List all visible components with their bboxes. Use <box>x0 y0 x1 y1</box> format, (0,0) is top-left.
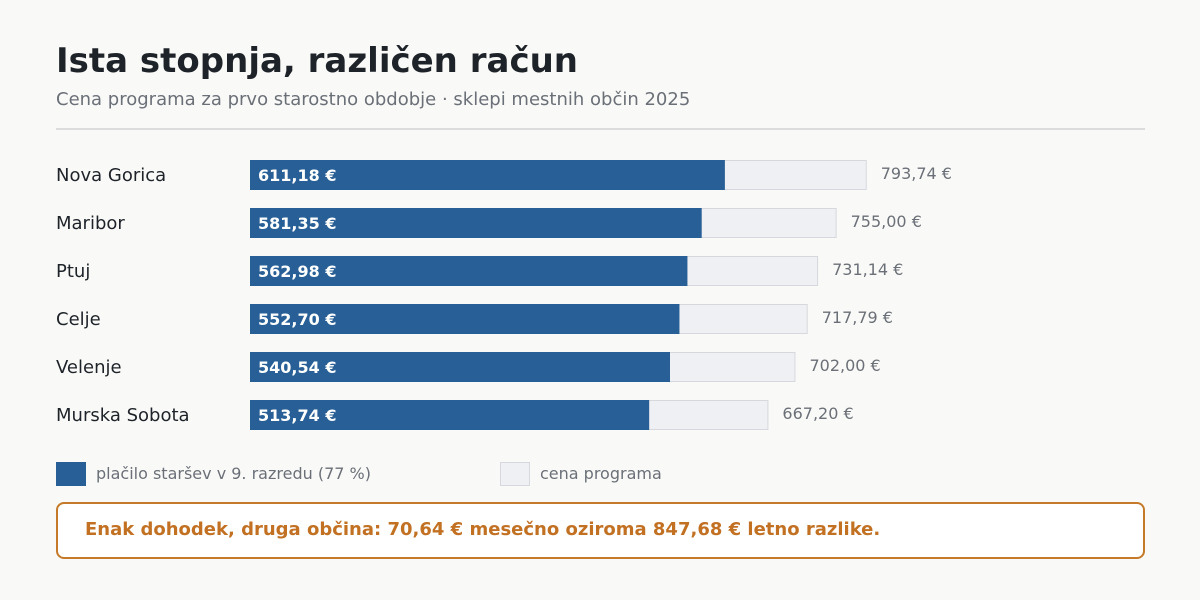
category-label: Ptuj <box>56 261 90 282</box>
legend-swatch-paid <box>56 462 86 486</box>
category-label: Murska Sobota <box>56 405 190 426</box>
paid-value-label: 581,35 € <box>258 214 336 233</box>
paid-value-label: 552,70 € <box>258 310 336 329</box>
paid-bar <box>250 208 702 238</box>
legend-swatch-price <box>500 462 530 486</box>
header-divider <box>56 128 1145 130</box>
paid-bar <box>250 160 725 190</box>
paid-bar <box>250 304 680 334</box>
callout-text: Enak dohodek, druga občina: 70,64 € mese… <box>85 519 881 540</box>
category-label: Celje <box>56 309 101 330</box>
price-value-label: 667,20 € <box>782 404 853 423</box>
chart-title: Ista stopnja, različen račun <box>56 41 579 81</box>
paid-value-label: 540,54 € <box>258 358 336 377</box>
paid-value-label: 562,98 € <box>258 262 336 281</box>
category-label: Nova Gorica <box>56 165 166 186</box>
paid-bar <box>250 352 670 382</box>
price-value-label: 793,74 € <box>881 164 952 183</box>
paid-bar <box>250 256 688 286</box>
price-value-label: 755,00 € <box>851 212 922 231</box>
category-label: Velenje <box>56 357 122 378</box>
chart-subtitle: Cena programa za prvo starostno obdobje … <box>56 89 691 110</box>
paid-bar <box>250 400 650 430</box>
legend-label-price: cena programa <box>540 464 662 483</box>
price-value-label: 717,79 € <box>822 308 893 327</box>
category-label: Maribor <box>56 213 125 234</box>
callout-box: Enak dohodek, druga občina: 70,64 € mese… <box>56 502 1145 559</box>
price-value-label: 731,14 € <box>832 260 903 279</box>
price-value-label: 702,00 € <box>809 356 880 375</box>
legend-label-paid: plačilo staršev v 9. razredu (77 %) <box>96 464 371 483</box>
paid-value-label: 611,18 € <box>258 166 336 185</box>
paid-value-label: 513,74 € <box>258 406 336 425</box>
